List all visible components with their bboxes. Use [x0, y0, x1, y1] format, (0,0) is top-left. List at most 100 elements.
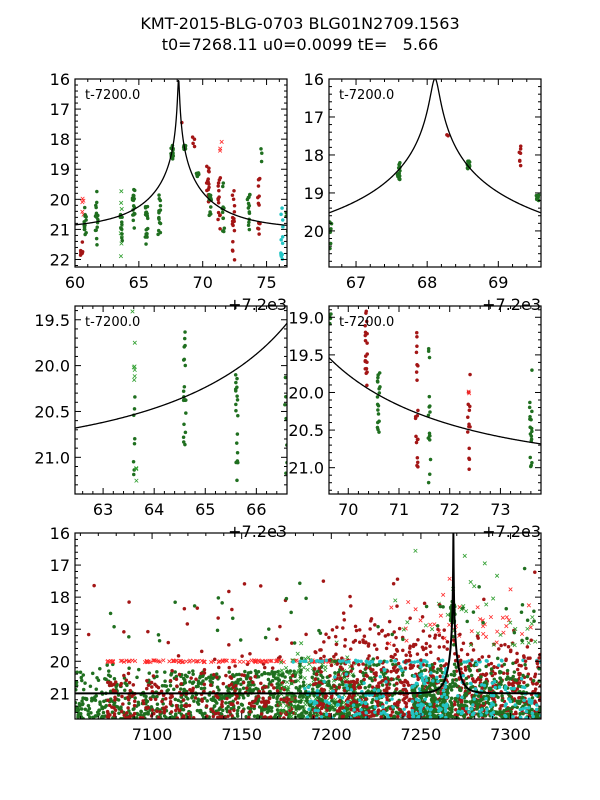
- data-point-green_x: [468, 579, 473, 585]
- data-point-cyan: [460, 709, 464, 714]
- data-point-cyan: [437, 706, 442, 711]
- data-point-darkred: [407, 650, 412, 655]
- data-point-green: [417, 694, 422, 698]
- data-point-green: [198, 708, 203, 713]
- data-point-green: [301, 705, 305, 709]
- data-point-green_x: [131, 365, 136, 370]
- data-point-green: [426, 480, 431, 485]
- data-point-green: [500, 710, 505, 715]
- data-point-green: [235, 385, 239, 390]
- data-point-darkred: [145, 678, 149, 683]
- data-point-darkred: [499, 643, 503, 648]
- data-point-cyan: [412, 660, 417, 664]
- data-point-cyan: [522, 698, 527, 703]
- data-point-darkred: [383, 634, 388, 638]
- data-point-cyan: [360, 700, 364, 705]
- data-point-red_x: [475, 605, 480, 610]
- data-point-darkred: [132, 703, 137, 708]
- data-point-green: [235, 394, 239, 398]
- data-point-darkred: [517, 663, 521, 668]
- data-point-cyan: [327, 701, 332, 706]
- data-point-green_x: [323, 667, 328, 673]
- data-point-green: [227, 670, 232, 674]
- data-point-darkred: [232, 258, 237, 262]
- axes-frame: [328, 78, 542, 268]
- data-point-green: [259, 147, 263, 151]
- data-point-green: [500, 694, 504, 698]
- data-point-green: [288, 669, 293, 673]
- data-point-cyan: [497, 663, 501, 668]
- data-point-green: [419, 669, 424, 673]
- data-point-darkred: [327, 658, 332, 663]
- data-point-darkred: [352, 682, 357, 687]
- data-point-darkred: [492, 697, 496, 702]
- data-point-darkred: [341, 626, 345, 630]
- data-point-green: [131, 204, 136, 208]
- data-point-darkred: [408, 616, 412, 621]
- data-point-cyan: [303, 686, 307, 691]
- data-point-green: [157, 638, 162, 643]
- data-point-green: [120, 232, 124, 236]
- data-point-green: [78, 711, 83, 716]
- data-point-darkred: [404, 704, 409, 709]
- data-point-darkred: [263, 700, 268, 704]
- data-point-darkred: [391, 581, 396, 586]
- y-tick-label: 19.5: [34, 311, 70, 330]
- data-point-green: [427, 355, 432, 360]
- data-point-green: [510, 705, 515, 709]
- data-point-darkred: [503, 642, 507, 647]
- data-point-green: [207, 675, 211, 680]
- data-point-darkred: [416, 465, 420, 469]
- data-point-green_x: [293, 710, 298, 716]
- data-point-darkred: [240, 709, 244, 714]
- data-point-green: [169, 673, 173, 677]
- data-point-darkred: [403, 678, 408, 683]
- data-point-green: [511, 674, 516, 679]
- data-point-green: [163, 679, 167, 683]
- data-point-green_x: [301, 665, 306, 670]
- data-point-green: [230, 616, 235, 621]
- data-point-darkred: [427, 634, 432, 638]
- axes-frame: [74, 305, 288, 495]
- data-point-green: [248, 193, 252, 197]
- data-point-green: [191, 669, 195, 673]
- data-point-green: [410, 688, 414, 693]
- data-point-cyan: [344, 683, 349, 688]
- data-point-cyan: [342, 709, 347, 713]
- data-point-darkred: [141, 716, 145, 719]
- data-point-darkred: [407, 713, 412, 718]
- data-point-green: [95, 243, 99, 247]
- data-point-green: [427, 394, 432, 399]
- data-point-red_x: [216, 660, 221, 665]
- data-point-darkred: [127, 680, 132, 685]
- data-point-darkred: [199, 649, 204, 654]
- data-point-darkred: [374, 647, 379, 652]
- data-point-red_x: [495, 629, 500, 634]
- data-point-darkred: [461, 641, 466, 646]
- data-point-darkred: [406, 659, 411, 663]
- data-point-green: [94, 205, 98, 210]
- x-tick-label: 73: [490, 500, 510, 519]
- data-point-green: [266, 627, 271, 631]
- data-point-green: [523, 702, 528, 707]
- data-point-green: [133, 395, 137, 399]
- data-point-darkred: [216, 665, 221, 670]
- data-point-darkred: [264, 685, 268, 689]
- data-point-darkred: [275, 689, 280, 693]
- data-point-green_x: [282, 685, 287, 690]
- data-point-darkred: [112, 712, 117, 716]
- data-point-darkred: [467, 408, 472, 413]
- data-point-green: [132, 706, 136, 711]
- data-point-darkred: [365, 383, 369, 388]
- data-point-green: [394, 710, 399, 715]
- data-point-darkred: [256, 177, 261, 182]
- data-point-darkred: [492, 664, 496, 669]
- data-point-green: [207, 213, 212, 218]
- data-point-cyan: [379, 711, 384, 716]
- data-point-darkred: [404, 701, 409, 706]
- data-point-darkred: [493, 671, 497, 676]
- data-point-cyan: [521, 685, 525, 689]
- data-point-green_x: [289, 697, 294, 702]
- data-point-green: [235, 711, 240, 716]
- data-point-darkred: [415, 437, 420, 442]
